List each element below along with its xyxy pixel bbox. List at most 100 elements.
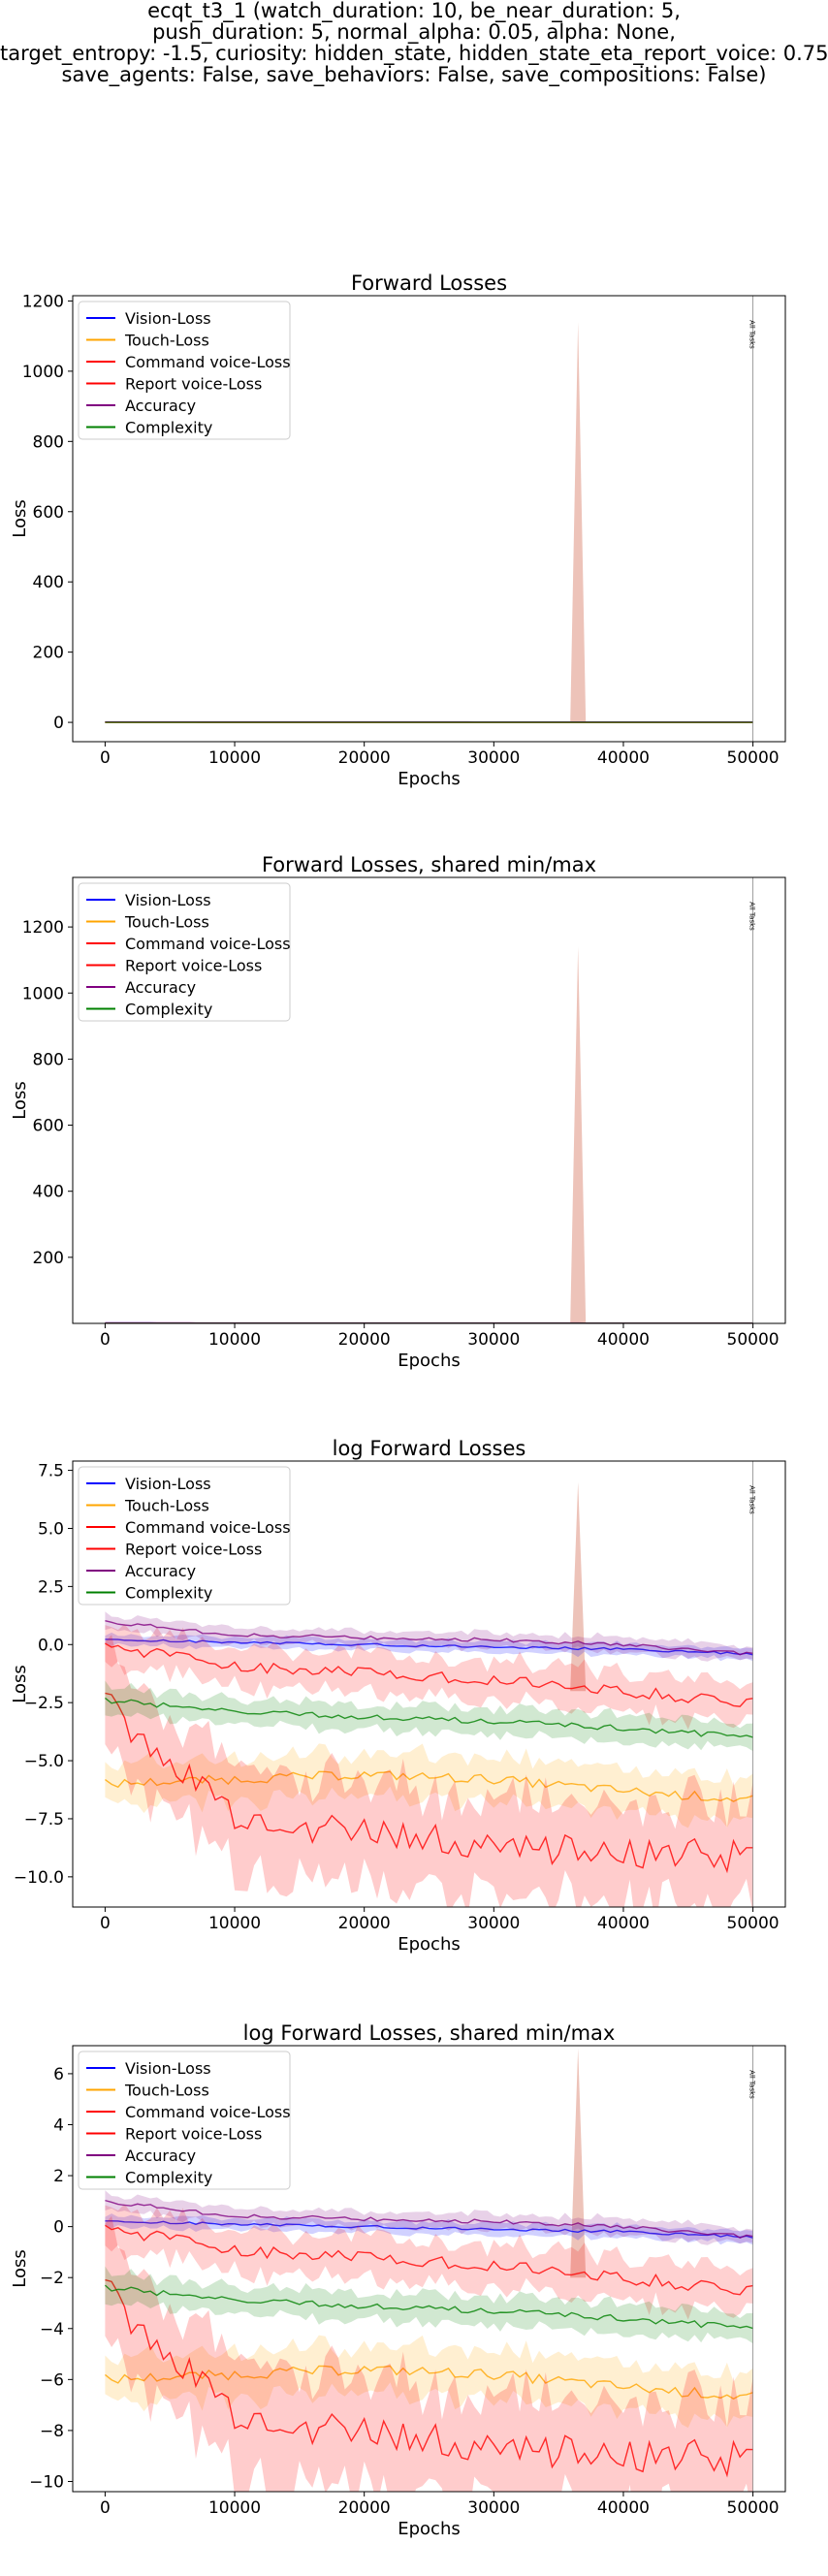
y-tick-label: 6 (53, 2065, 64, 2084)
y-tick-label: 1200 (22, 918, 64, 938)
x-tick-label: 20000 (338, 1330, 391, 1350)
legend-label-report: Report voice-Loss (125, 2125, 262, 2144)
x-tick-label: 0 (100, 2498, 111, 2518)
x-tick-label: 10000 (208, 1330, 261, 1350)
y-tick-label: −2.5 (24, 1694, 64, 1713)
y-tick-label: 800 (33, 1050, 64, 1069)
chart-title: log Forward Losses, shared min/max (243, 2021, 616, 2045)
y-tick-label: 0 (53, 2218, 64, 2238)
legend-label-report: Report voice-Loss (125, 375, 262, 394)
x-tick-label: 20000 (338, 748, 391, 768)
y-axis-label: Loss (10, 1081, 30, 1119)
plot-area (105, 322, 753, 723)
x-tick-label: 30000 (467, 1330, 520, 1350)
x-axis-label: Epochs (398, 1351, 461, 1371)
y-tick-label: 2.5 (38, 1577, 64, 1597)
x-tick-label: 50000 (727, 1914, 780, 1933)
x-tick-label: 10000 (208, 2498, 261, 2518)
y-tick-label: −6 (40, 2370, 64, 2390)
band-report (105, 2215, 753, 2492)
x-axis-label: Epochs (398, 2519, 461, 2539)
axes-frame (72, 876, 786, 1324)
x-tick-label: 10000 (208, 748, 261, 768)
legend-label-accuracy: Accuracy (125, 397, 196, 415)
y-tick-label: 400 (33, 1183, 64, 1202)
y-tick-label: 1000 (22, 363, 64, 382)
legend-label-accuracy: Accuracy (125, 1562, 196, 1580)
series-line-vision (105, 1638, 753, 1656)
axes-frame (72, 295, 786, 743)
axes-frame (72, 2045, 786, 2493)
x-tick-label: 40000 (597, 2498, 650, 2518)
report-voice-spike (570, 2048, 587, 2278)
y-axis-label: Loss (10, 2249, 30, 2287)
series-line-command (105, 2224, 753, 2296)
y-tick-label: 600 (33, 1117, 64, 1136)
figure-title: ecqt_t3_1 (watch_duration: 10, be_near_d… (0, 0, 828, 85)
x-tick-label: 30000 (467, 2498, 520, 2518)
series-line-complexity (104, 2284, 753, 2330)
legend-label-touch: Touch-Loss (124, 2082, 209, 2100)
y-axis-label: Loss (10, 499, 30, 537)
x-tick-label: 0 (100, 748, 111, 768)
series-line-report (105, 2278, 753, 2478)
y-tick-label: −8 (40, 2422, 64, 2441)
figure-title-line: target_entropy: -1.5, curiosity: hidden_… (0, 42, 828, 65)
legend-label-command: Command voice-Loss (125, 353, 291, 371)
legend-label-touch: Touch-Loss (124, 1497, 209, 1515)
x-tick-label: 0 (100, 1330, 111, 1350)
series-line-command (105, 1642, 753, 1707)
y-tick-label: 5.0 (38, 1519, 64, 1539)
plot-area (104, 2048, 753, 2492)
legend-label-vision: Vision-Loss (125, 309, 211, 328)
figure-title-line: push_duration: 5, normal_alpha: 0.05, al… (152, 20, 676, 44)
legend-label-touch: Touch-Loss (124, 332, 209, 350)
x-tick-label: 30000 (467, 748, 520, 768)
x-tick-label: 20000 (338, 1914, 391, 1933)
y-tick-label: 0 (53, 714, 64, 733)
x-tick-label: 50000 (727, 1330, 780, 1350)
report-voice-spike (570, 1481, 587, 1692)
legend-label-accuracy: Accuracy (125, 978, 196, 997)
y-tick-label: −7.5 (24, 1810, 64, 1829)
y-tick-label: 0.0 (38, 1636, 64, 1655)
legend-box (78, 301, 291, 440)
x-axis-label: Epochs (398, 769, 461, 789)
x-tick-label: 0 (100, 1914, 111, 1933)
legend-label-command: Command voice-Loss (125, 2103, 291, 2121)
x-tick-label: 20000 (338, 2498, 391, 2518)
legend: Vision-Loss Touch-Loss Command voice-Loss R… (78, 301, 291, 440)
x-tick-label: 30000 (467, 1914, 520, 1933)
chart-log-forward-losses-shared: log Forward Losses, shared min/max All Ta… (10, 2021, 786, 2539)
legend-box (78, 882, 291, 1022)
chart-title: Forward Losses, shared min/max (262, 853, 596, 876)
all-tasks-label: All Tasks (748, 2070, 756, 2099)
y-tick-label: 800 (33, 432, 64, 452)
chart-forward-losses-shared: Forward Losses, shared min/max All Tasks 0… (10, 853, 786, 1371)
legend-label-command: Command voice-Loss (125, 935, 291, 953)
series-line-report (105, 1692, 753, 1874)
band-report (105, 1635, 753, 1907)
y-tick-label: −5.0 (24, 1752, 64, 1771)
y-tick-label: 4 (53, 2115, 64, 2135)
y-tick-label: 600 (33, 503, 64, 523)
y-tick-label: −4 (40, 2320, 64, 2339)
x-tick-label: 10000 (208, 1914, 261, 1933)
y-tick-label: 400 (33, 573, 64, 592)
legend-label-complexity: Complexity (125, 1584, 212, 1603)
y-axis-label: Loss (10, 1665, 30, 1702)
y-tick-label: 200 (33, 644, 64, 663)
legend-label-command: Command voice-Loss (125, 1518, 291, 1537)
figure-title-line: save_agents: False, save_behaviors: Fals… (61, 63, 767, 86)
y-tick-label: 1200 (22, 292, 64, 311)
x-tick-label: 40000 (597, 748, 650, 768)
chart-title: Forward Losses (351, 271, 507, 295)
x-tick-label: 40000 (597, 1330, 650, 1350)
y-tick-label: −10 (29, 2472, 64, 2492)
series-line-touch (104, 2365, 753, 2401)
legend-label-complexity: Complexity (125, 1001, 212, 1019)
legend-label-vision: Vision-Loss (125, 1475, 211, 1493)
series-line-accuracy (105, 1619, 753, 1656)
chart-log-forward-losses: log Forward Losses All Tasks 0 10000 20000 30… (10, 1437, 786, 1955)
